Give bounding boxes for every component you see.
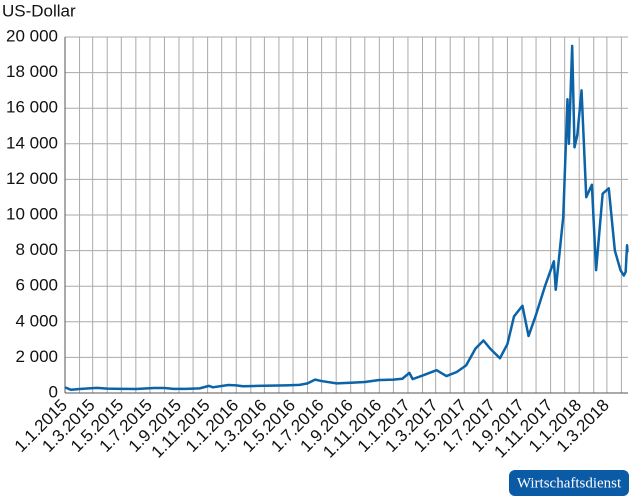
- y-axis-label: US-Dollar: [2, 1, 76, 20]
- y-tick-label: 6 000: [15, 276, 58, 295]
- y-tick-label: 18 000: [6, 62, 58, 81]
- y-tick-label: 14 000: [6, 133, 58, 152]
- plot: [64, 44, 629, 392]
- y-tick-label: 10 000: [6, 204, 58, 223]
- y-tick-label: 12 000: [6, 169, 58, 188]
- badge: Wirtschaftsdienst: [517, 475, 622, 491]
- badge-box: [509, 470, 629, 496]
- y-tick-label: 4 000: [15, 311, 58, 330]
- y-tick-label: 8 000: [15, 240, 58, 259]
- grid: [64, 36, 628, 394]
- price-line: [64, 44, 629, 392]
- y-tick-label: 0: [49, 382, 58, 401]
- y-tick-label: 16 000: [6, 98, 58, 117]
- y-tick-label: 2 000: [15, 347, 58, 366]
- y-tick-label: 20 000: [6, 26, 58, 45]
